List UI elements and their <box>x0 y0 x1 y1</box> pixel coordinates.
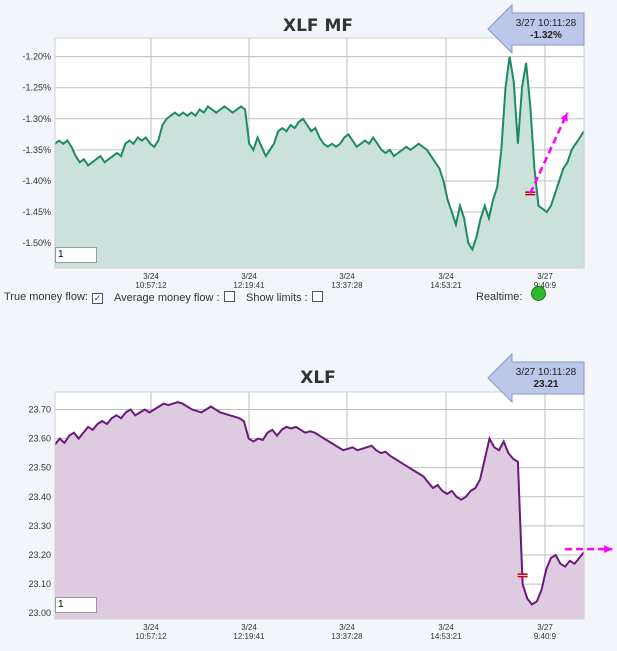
mf-ytick-4: -1.40% <box>22 176 51 186</box>
true-money-flow-label: True money flow: <box>4 291 88 303</box>
mf-title: XLF MF <box>283 16 353 36</box>
px-xtick-time-3: 14:53:21 <box>430 632 462 641</box>
price-chart: XLF 23.70 23.60 23.50 23.40 23.30 23.20 23.10 23… <box>28 352 613 641</box>
px-xtick-time-2: 13:37:28 <box>331 632 363 641</box>
average-money-flow-checkbox[interactable] <box>223 291 235 302</box>
mf-callout-value: -1.32% <box>530 30 562 41</box>
mf-ytick-2: -1.30% <box>22 114 51 124</box>
average-money-flow-label: Average money flow : <box>114 292 220 304</box>
mf-ytick-6: -1.50% <box>22 238 51 248</box>
mf-ytick-5: -1.45% <box>22 207 51 217</box>
px-title: XLF <box>300 368 336 388</box>
px-callout-arrow <box>487 352 585 404</box>
mf-callout-time: 3/27 10:11:28 <box>516 18 577 29</box>
realtime-label: Realtime: <box>476 291 523 303</box>
true-money-flow-checkbox[interactable]: ✓ <box>92 293 104 304</box>
mf-ytick-1: -1.25% <box>22 83 51 93</box>
price-period-input[interactable] <box>55 597 97 613</box>
mf-xtick-date-1: 3/24 <box>241 272 257 281</box>
px-xtick-time-1: 12:19:41 <box>233 632 265 641</box>
chart-controls: True money flow: ✓ Average money flow : … <box>4 291 614 307</box>
show-limits-control: Show limits : <box>246 291 324 304</box>
mf-xtick-time-2: 13:37:28 <box>331 281 363 290</box>
px-callout-value: 23.21 <box>533 379 558 390</box>
px-ytick-4: 23.30 <box>28 521 51 531</box>
px-ytick-1: 23.60 <box>28 434 51 444</box>
px-area-fill <box>55 402 584 619</box>
true-money-flow-control: True money flow: ✓ <box>4 291 104 304</box>
px-xtick-date-1: 3/24 <box>241 623 257 632</box>
px-xtick-time-4: 9:40:9 <box>534 632 557 641</box>
px-xtick-date-2: 3/24 <box>339 623 355 632</box>
px-ytick-3: 23.40 <box>28 492 51 502</box>
px-xtick-time-0: 10:57:12 <box>135 632 167 641</box>
mf-xtick-time-0: 10:57:12 <box>135 281 167 290</box>
px-xtick-date-3: 3/24 <box>438 623 454 632</box>
mf-xtick-time-1: 12:19:41 <box>233 281 265 290</box>
mf-xtick-date-3: 3/24 <box>438 272 454 281</box>
mf-trend-arrowhead <box>560 112 568 122</box>
mf-trend-arrow <box>529 112 569 194</box>
px-ytick-7: 23.00 <box>28 608 51 618</box>
realtime-status-indicator[interactable] <box>531 286 546 301</box>
mf-callout-arrow <box>487 3 585 55</box>
money-flow-period-input[interactable] <box>55 247 97 263</box>
px-callout-time: 3/27 10:11:28 <box>516 367 577 378</box>
mf-xtick-date-2: 3/24 <box>339 272 355 281</box>
mf-ytick-0: -1.20% <box>22 52 51 62</box>
px-frame <box>54 391 585 620</box>
mf-area-fill <box>55 56 584 268</box>
px-series-line <box>54 401 585 606</box>
show-limits-label: Show limits : <box>246 292 308 304</box>
mf-series-line <box>54 56 585 252</box>
px-xtick-date-0: 3/24 <box>143 623 159 632</box>
show-limits-checkbox[interactable] <box>311 291 323 302</box>
mf-xtick-date-4: 3/27 <box>537 272 553 281</box>
px-ytick-6: 23.10 <box>28 579 51 589</box>
px-ytick-0: 23.70 <box>28 404 51 414</box>
money-flow-chart: XLF MF -1.20% -1.25% -1.30% -1.35% -1.40% -1.4… <box>22 3 585 290</box>
px-trend-arrowhead <box>604 545 613 554</box>
px-ytick-5: 23.20 <box>28 550 51 560</box>
mf-frame <box>54 37 585 269</box>
mf-xtick-time-4: 9:40:9 <box>534 281 557 290</box>
px-xtick-date-4: 3/27 <box>537 623 553 632</box>
mf-ytick-3: -1.35% <box>22 145 51 155</box>
average-money-flow-control: Average money flow : <box>114 291 236 304</box>
px-ytick-2: 23.50 <box>28 463 51 473</box>
mf-xtick-time-3: 14:53:21 <box>430 281 462 290</box>
mf-xtick-date-0: 3/24 <box>143 272 159 281</box>
